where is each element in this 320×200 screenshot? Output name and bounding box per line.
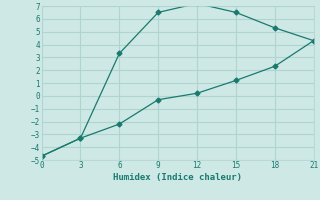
X-axis label: Humidex (Indice chaleur): Humidex (Indice chaleur)	[113, 173, 242, 182]
